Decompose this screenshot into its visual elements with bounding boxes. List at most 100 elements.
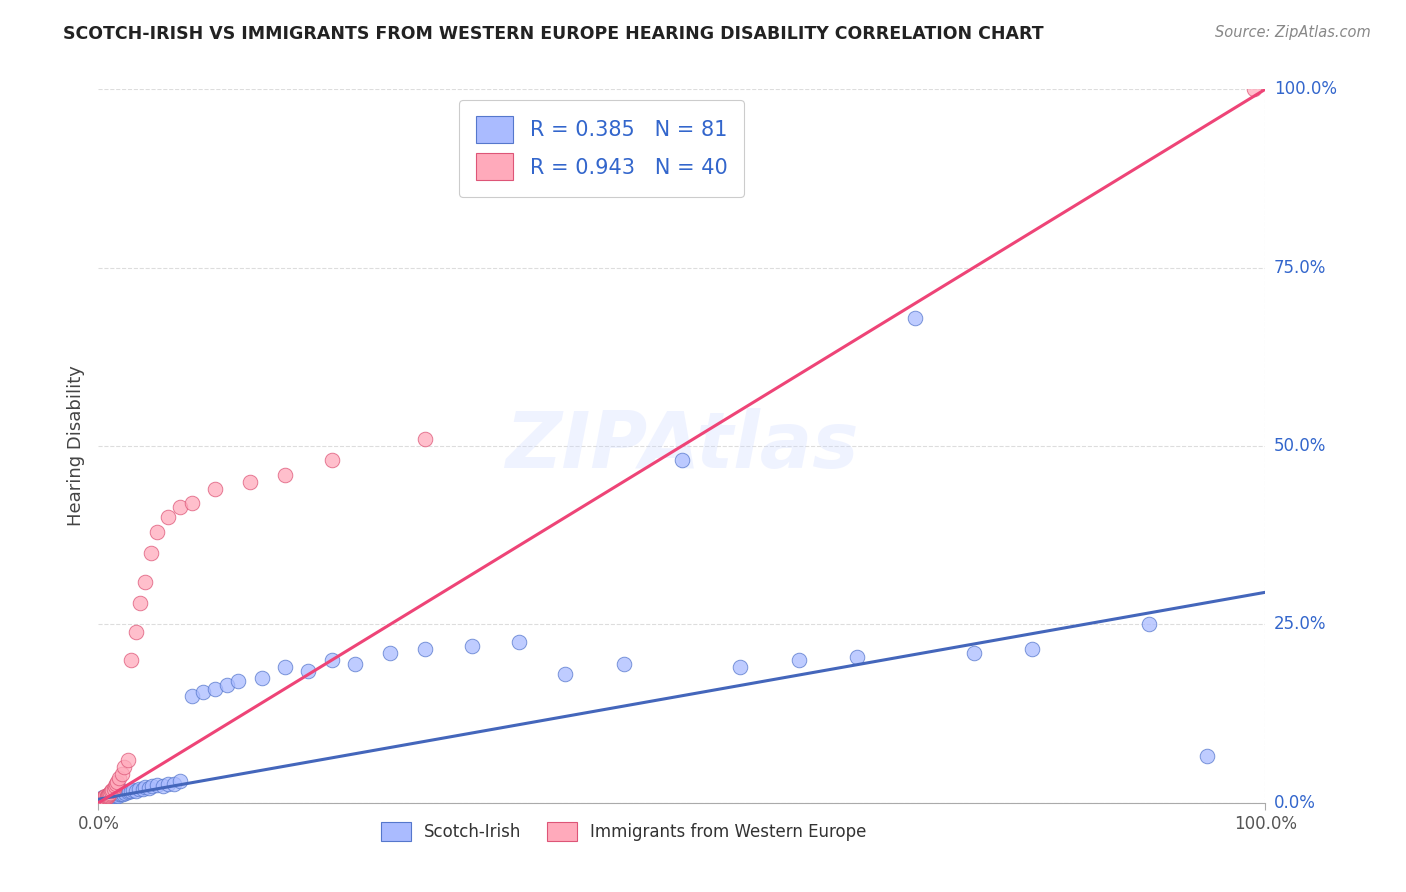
Point [163, 777, 186, 791]
Point [250, 671, 273, 685]
Point [96, 789, 118, 803]
Point [125, 624, 148, 639]
Point [91, 793, 114, 807]
Point [461, 639, 484, 653]
Text: 75.0%: 75.0% [1274, 259, 1326, 277]
Point [344, 657, 367, 671]
Point [1137, 617, 1160, 632]
Point [104, 789, 127, 804]
Point [90, 792, 112, 806]
Point [112, 784, 135, 798]
Point [613, 657, 636, 671]
Point [1021, 642, 1043, 657]
Point [413, 432, 436, 446]
Point [193, 685, 215, 699]
Point [98, 789, 121, 803]
Point [89, 792, 111, 806]
Point [508, 635, 530, 649]
Point [114, 786, 136, 800]
Point [96, 792, 118, 806]
Point [120, 784, 142, 798]
Point [134, 780, 156, 794]
Point [204, 681, 226, 696]
Point [104, 777, 127, 791]
Point [108, 771, 131, 785]
Y-axis label: Hearing Disability: Hearing Disability [66, 366, 84, 526]
Point [321, 653, 343, 667]
Point [104, 787, 127, 801]
Point [89, 793, 111, 807]
Text: 25.0%: 25.0% [1274, 615, 1326, 633]
Point [98, 786, 121, 800]
Point [118, 783, 141, 797]
Point [98, 791, 121, 805]
Point [90, 792, 112, 806]
Point [787, 653, 810, 667]
Point [110, 787, 132, 801]
Point [94, 791, 117, 805]
Point [90, 794, 112, 808]
Point [274, 660, 297, 674]
Point [128, 781, 150, 796]
Point [111, 785, 134, 799]
Point [90, 793, 112, 807]
Point [105, 788, 128, 802]
Point [103, 789, 125, 803]
Point [111, 767, 134, 781]
Point [104, 787, 127, 801]
Point [100, 790, 122, 805]
Point [141, 780, 163, 794]
Point [97, 787, 120, 801]
Point [94, 790, 117, 805]
Text: ZIPAtlas: ZIPAtlas [505, 408, 859, 484]
Point [904, 310, 927, 325]
Point [97, 788, 120, 802]
Text: 50.0%: 50.0% [1274, 437, 1326, 455]
Point [96, 790, 118, 805]
Point [97, 791, 120, 805]
Point [120, 653, 142, 667]
Point [105, 775, 128, 789]
Point [730, 660, 752, 674]
Point [846, 649, 869, 664]
Point [93, 790, 115, 805]
Point [1243, 82, 1265, 96]
Point [129, 596, 152, 610]
Point [274, 467, 297, 482]
Point [321, 453, 343, 467]
Point [94, 789, 117, 804]
Point [97, 789, 120, 804]
Point [111, 787, 134, 801]
Point [169, 500, 191, 514]
Point [228, 674, 250, 689]
Point [962, 646, 984, 660]
Point [107, 789, 129, 803]
Point [1195, 749, 1218, 764]
Point [125, 783, 148, 797]
Point [101, 789, 124, 804]
Point [152, 779, 174, 793]
Point [103, 781, 125, 796]
Point [554, 667, 576, 681]
Point [91, 791, 114, 805]
Point [96, 790, 118, 805]
Point [146, 778, 169, 792]
Point [90, 791, 112, 805]
Legend: Scotch-Irish, Immigrants from Western Europe: Scotch-Irish, Immigrants from Western Eu… [374, 815, 873, 848]
Point [91, 792, 114, 806]
Point [93, 791, 115, 805]
Point [94, 790, 117, 805]
Text: SCOTCH-IRISH VS IMMIGRANTS FROM WESTERN EUROPE HEARING DISABILITY CORRELATION CH: SCOTCH-IRISH VS IMMIGRANTS FROM WESTERN … [63, 25, 1043, 43]
Point [204, 482, 226, 496]
Point [180, 496, 202, 510]
Point [90, 791, 112, 805]
Point [94, 793, 117, 807]
Point [96, 789, 118, 804]
Point [413, 642, 436, 657]
Point [97, 793, 120, 807]
Point [139, 546, 162, 560]
Point [90, 790, 112, 805]
Point [239, 475, 262, 489]
Point [93, 790, 115, 805]
Point [100, 784, 122, 798]
